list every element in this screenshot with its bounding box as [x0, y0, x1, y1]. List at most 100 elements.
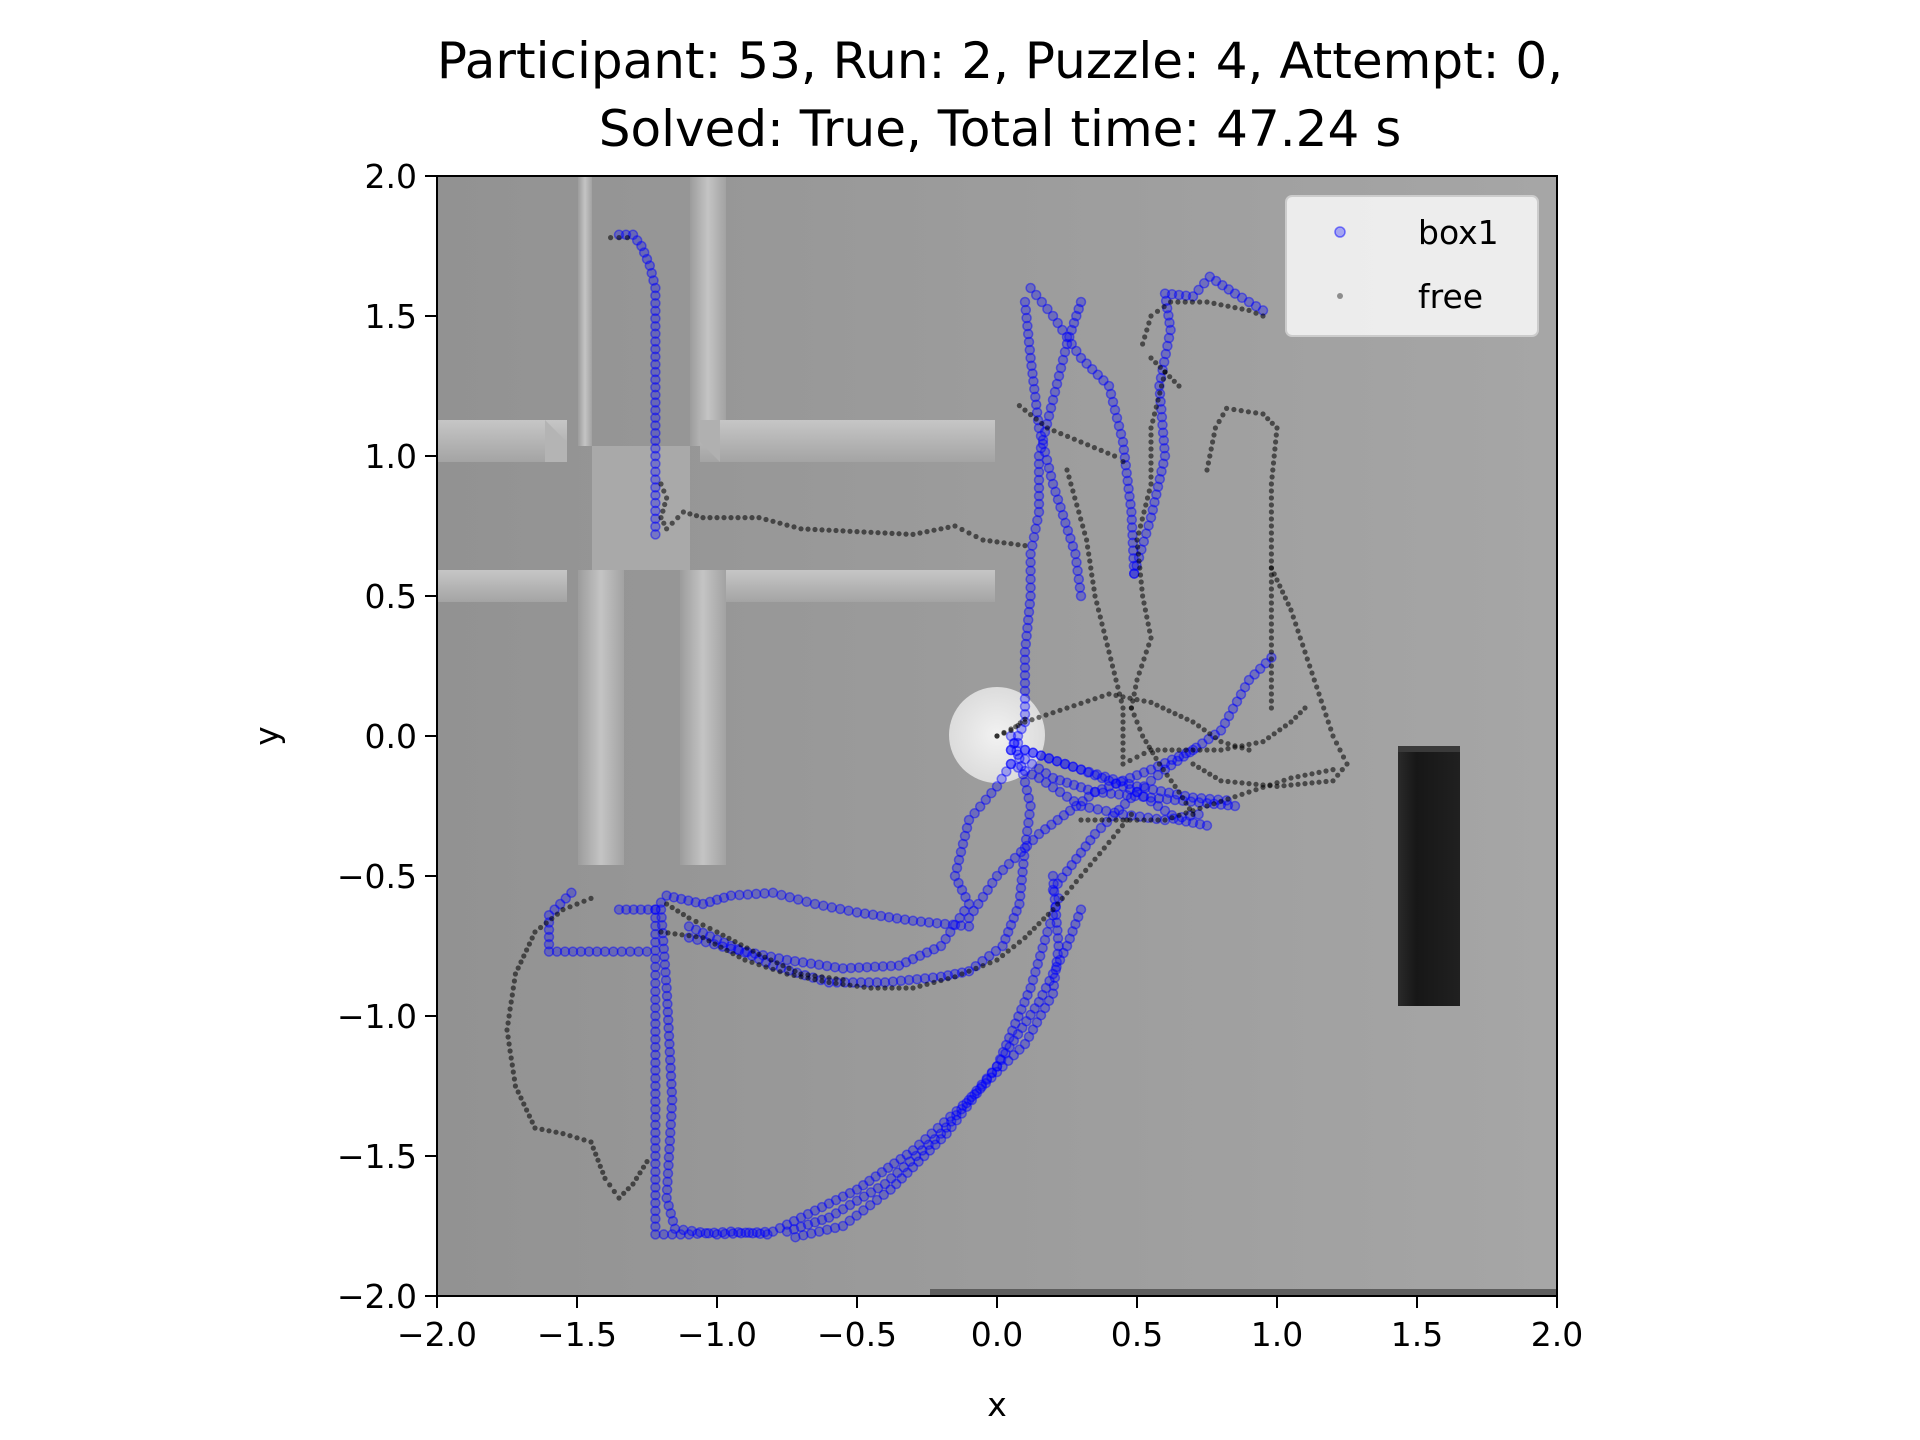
box1-point	[788, 1224, 800, 1235]
free-point	[1137, 572, 1144, 578]
free-point	[1092, 817, 1098, 823]
free-point	[840, 528, 846, 534]
obstacle-block-top	[1398, 746, 1460, 752]
box1-point	[1075, 764, 1087, 775]
box1-point	[661, 982, 672, 994]
free-point	[1022, 543, 1028, 549]
box1-point	[996, 773, 1007, 785]
box1-point	[1159, 805, 1171, 816]
box1-point	[697, 898, 709, 910]
box1-point	[650, 505, 661, 517]
box1-point	[869, 961, 881, 973]
box1-point	[1260, 657, 1272, 669]
free-point	[507, 1048, 513, 1054]
box1-point	[837, 1191, 849, 1202]
box1-point	[1075, 847, 1087, 858]
free-point	[1225, 741, 1231, 747]
box1-point	[1025, 582, 1036, 593]
free-point	[1113, 817, 1119, 823]
box1-point	[650, 953, 661, 964]
box1-point	[628, 904, 639, 915]
free-point	[819, 974, 825, 980]
free-point	[1253, 781, 1259, 787]
box1-point	[1057, 509, 1069, 521]
box1-point	[1107, 396, 1119, 408]
free-point	[1028, 412, 1034, 418]
box1-point	[650, 1002, 661, 1014]
box1-point	[960, 891, 971, 903]
x-axis-label: x	[987, 1385, 1007, 1424]
free-point	[1127, 757, 1133, 764]
box1-point	[966, 1091, 977, 1103]
box1-point	[893, 960, 905, 971]
box1-point	[1109, 807, 1120, 818]
free-point	[1151, 411, 1158, 417]
free-point	[966, 530, 972, 536]
free-point	[720, 932, 726, 938]
box1-point	[911, 973, 923, 985]
box1-point	[1092, 369, 1104, 381]
free-point	[924, 981, 930, 987]
box1-point	[1061, 940, 1073, 952]
free-point	[959, 526, 965, 533]
box1-point	[877, 961, 889, 972]
free-point	[1309, 780, 1315, 786]
free-point	[791, 524, 797, 530]
free-point	[1321, 705, 1327, 711]
box1-point	[966, 1094, 978, 1106]
box1-point	[784, 892, 796, 903]
box1-point	[543, 924, 555, 936]
free-point	[1143, 502, 1149, 508]
box1-point	[1236, 292, 1248, 304]
free-point	[1246, 747, 1252, 753]
free-point	[1072, 495, 1078, 501]
box1-point	[805, 958, 817, 969]
box1-point	[935, 1128, 947, 1139]
free-point	[1092, 696, 1098, 702]
box1-point	[1074, 582, 1086, 593]
free-point	[1001, 540, 1007, 546]
box1-point	[823, 1198, 835, 1209]
free-point	[1169, 747, 1175, 753]
box1-point	[963, 814, 975, 826]
box1-point	[1016, 874, 1028, 886]
free-point	[1001, 730, 1007, 736]
box1-point	[759, 888, 770, 899]
box1-point	[853, 962, 865, 973]
box1-point	[650, 443, 661, 454]
free-point	[1111, 670, 1117, 676]
box1-point	[1051, 755, 1063, 767]
box1-point	[1083, 791, 1095, 802]
free-point	[1182, 299, 1188, 305]
box1-point	[1105, 788, 1117, 799]
free-point	[543, 920, 549, 926]
box1-point	[1151, 489, 1162, 500]
free-point	[1076, 509, 1082, 515]
box1-point	[551, 946, 563, 957]
free-point	[680, 509, 687, 515]
free-point	[1136, 530, 1142, 536]
free-point	[910, 985, 916, 991]
box1-point	[650, 435, 661, 446]
free-point	[1220, 412, 1226, 418]
box1-point	[1083, 766, 1095, 778]
box1-point	[650, 320, 661, 332]
box1-point	[956, 1103, 967, 1115]
free-point	[1190, 811, 1196, 818]
free-point	[1051, 428, 1057, 434]
box1-point	[650, 994, 661, 1005]
free-point	[1142, 607, 1148, 613]
box1-point	[650, 1041, 661, 1053]
box1-point	[969, 1089, 980, 1100]
box1-point	[1096, 772, 1108, 784]
box1-point	[987, 877, 998, 889]
free-point	[1113, 692, 1119, 699]
box1-point	[1103, 380, 1115, 392]
box1-point	[1032, 515, 1043, 526]
box1-point	[1048, 878, 1059, 890]
legend-box	[1285, 195, 1539, 337]
free-point	[521, 953, 527, 959]
box1-point	[1024, 598, 1036, 610]
free-point	[567, 904, 573, 910]
box1-point	[1047, 772, 1059, 784]
